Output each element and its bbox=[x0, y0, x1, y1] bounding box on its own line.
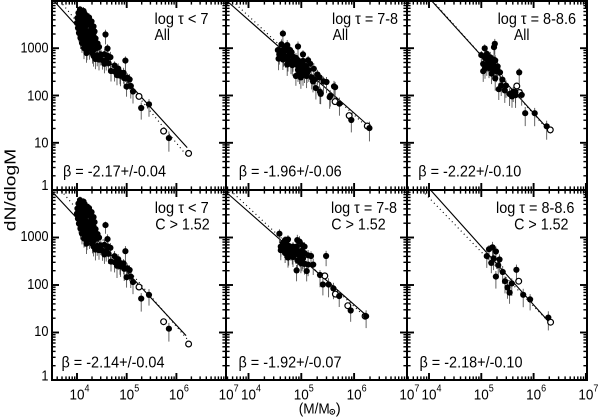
svg-text:log τ < 7: log τ < 7 bbox=[155, 200, 209, 217]
svg-text:log τ = 7-8: log τ = 7-8 bbox=[332, 11, 398, 28]
svg-text:log τ = 8-8.6: log τ = 8-8.6 bbox=[496, 200, 574, 217]
svg-text:All: All bbox=[333, 27, 349, 44]
svg-text:): ) bbox=[336, 401, 341, 417]
svg-text:log τ = 7-8: log τ = 7-8 bbox=[331, 200, 397, 217]
svg-text:1000: 1000 bbox=[21, 40, 49, 57]
svg-text:(M/M: (M/M bbox=[299, 401, 330, 417]
svg-text:log τ < 7: log τ < 7 bbox=[155, 11, 209, 28]
svg-text:C > 1.52: C > 1.52 bbox=[331, 217, 385, 234]
svg-text:100: 100 bbox=[27, 276, 48, 293]
svg-text:C > 1.52: C > 1.52 bbox=[514, 217, 568, 234]
svg-text:All: All bbox=[155, 27, 171, 44]
svg-text:10: 10 bbox=[34, 323, 48, 340]
svg-text:All: All bbox=[514, 27, 530, 44]
svg-text:log τ = 8-8.6: log τ = 8-8.6 bbox=[498, 11, 576, 28]
svg-text:10: 10 bbox=[34, 135, 48, 152]
svg-text:β = -1.96+/-0.06: β = -1.96+/-0.06 bbox=[239, 163, 342, 180]
svg-text:1: 1 bbox=[41, 368, 48, 385]
svg-text:β = -1.92+/-0.07: β = -1.92+/-0.07 bbox=[239, 354, 342, 371]
svg-text:β = -2.18+/-0.10: β = -2.18+/-0.10 bbox=[420, 354, 523, 371]
svg-text:β = -2.22+/-0.10: β = -2.22+/-0.10 bbox=[418, 163, 521, 180]
svg-text:β = -2.17+/-0.04: β = -2.17+/-0.04 bbox=[63, 163, 166, 180]
svg-text:C > 1.52: C > 1.52 bbox=[155, 217, 209, 234]
svg-text:dN/dlogM: dN/dlogM bbox=[3, 149, 20, 232]
svg-text:1000: 1000 bbox=[21, 228, 49, 245]
svg-text:1: 1 bbox=[41, 177, 48, 194]
svg-text:100: 100 bbox=[27, 88, 48, 105]
svg-text:β = -2.14+/-0.04: β = -2.14+/-0.04 bbox=[62, 354, 165, 371]
